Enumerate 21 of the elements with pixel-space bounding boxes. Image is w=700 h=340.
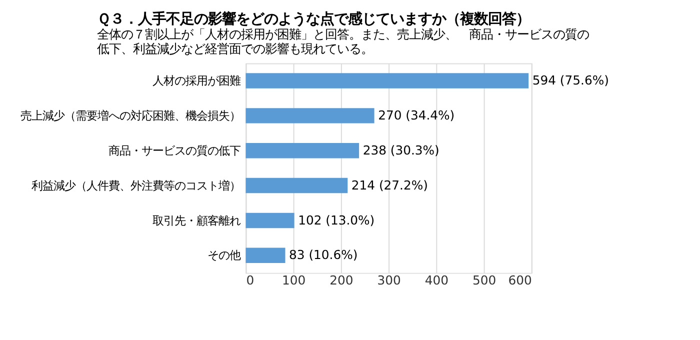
y-tick-label: 商品・サービスの質の低下: [108, 143, 240, 158]
x-tick-label: 200: [330, 274, 354, 288]
x-tick-label: 0: [246, 274, 254, 288]
y-tick-label: 売上減少（需要増への対応困難、機会損失）: [20, 108, 240, 122]
y-tick-label: 利益減少（人件費、外注費等のコスト増）: [31, 178, 240, 192]
chart-title: Ｑ３．人手不足の影響をどのような点で感じていますか（複数回答）: [97, 10, 530, 28]
y-tick-label: その他: [207, 248, 240, 262]
y-tick-label: 人材の採用が困難: [152, 74, 240, 88]
data-label: 594 (75.6%): [532, 74, 609, 88]
data-label: 83 (10.6%): [289, 248, 358, 262]
data-label: 238 (30.3%): [362, 143, 440, 158]
x-tick-label: 600: [508, 274, 532, 288]
y-tick-label: 取引先・顧客離れ: [152, 213, 240, 228]
data-label: 270 (34.4%): [378, 108, 455, 122]
x-tick-label: 500: [472, 274, 496, 288]
data-label: 102 (13.0%): [298, 213, 375, 228]
chart-subtitle: 全体の７割以上が「人材の採用が困難」と回答。また、売上減少、 商品・サービスの質の低下、利益減少など経営面での影響も現れている。: [97, 28, 590, 56]
x-tick-label: 100: [282, 274, 306, 288]
x-tick-label: 300: [377, 274, 401, 288]
data-label: 214 (27.2%): [351, 178, 428, 192]
x-tick-label: 400: [424, 274, 449, 288]
